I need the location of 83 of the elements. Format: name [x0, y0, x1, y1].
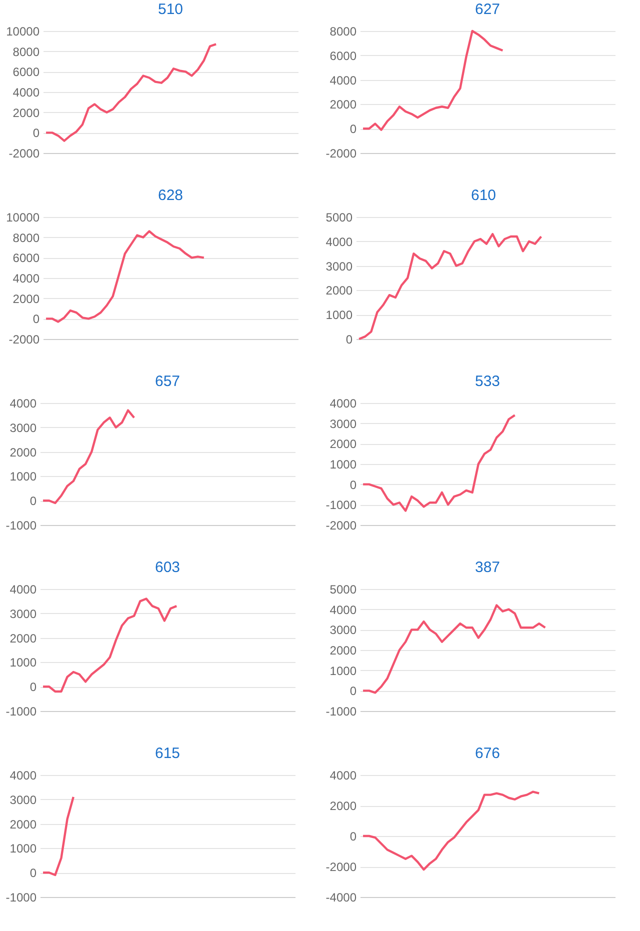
y-tick-label: 0 [32, 126, 40, 140]
chart-title: 657 [154, 373, 180, 390]
line-series [362, 790, 540, 871]
y-tick-label: 0 [30, 866, 37, 880]
y-tick-label: -2000 [8, 146, 40, 160]
y-tick-label: 1000 [10, 656, 37, 670]
y-tick-label: 2000 [330, 437, 357, 452]
line-series [44, 43, 218, 142]
y-tick-label: 3000 [326, 259, 353, 274]
y-tick-label: 10000 [6, 210, 40, 224]
y-tick-label: 4000 [330, 396, 357, 410]
y-tick-label: 2000 [326, 284, 353, 298]
y-tick-label: 6000 [330, 48, 357, 63]
y-tick-label: 1000 [326, 308, 353, 322]
chart-title: 603 [154, 559, 180, 576]
y-tick-label: 2000 [12, 106, 40, 120]
y-tick-label: 3000 [10, 606, 37, 621]
y-tick-label: 2000 [330, 799, 357, 813]
chart-title: 615 [154, 745, 180, 762]
line-series [42, 796, 74, 876]
y-tick-label: 0 [350, 478, 357, 492]
y-tick-label: 10000 [6, 24, 40, 38]
y-tick-label: -2000 [326, 518, 357, 532]
line-series [358, 232, 542, 340]
y-tick-label: 1000 [330, 458, 357, 472]
chart-title: 510 [158, 1, 184, 18]
y-tick-label: 0 [30, 494, 37, 508]
y-tick-label: 4000 [10, 582, 37, 596]
y-tick-label: -1000 [326, 498, 357, 512]
y-tick-label: -2000 [8, 332, 40, 346]
chart-title: 610 [470, 187, 496, 204]
chart-title: 628 [158, 187, 184, 204]
y-tick-label: 0 [30, 680, 37, 694]
line-series [44, 230, 205, 323]
y-tick-label: -1000 [6, 890, 37, 904]
y-tick-label: 8000 [330, 24, 357, 38]
y-tick-label: 2000 [330, 644, 357, 658]
y-tick-label: 4000 [10, 396, 37, 410]
y-tick-label: 4000 [326, 234, 353, 249]
y-tick-label: 1000 [330, 664, 357, 678]
y-tick-label: 3000 [10, 420, 37, 435]
y-tick-label: 1000 [10, 842, 37, 856]
y-tick-label: 1000 [10, 470, 37, 484]
chart-title: 533 [474, 373, 500, 390]
y-tick-label: 0 [350, 830, 357, 844]
y-tick-label: 6000 [12, 251, 40, 266]
y-tick-label: 2000 [12, 292, 40, 306]
y-tick-label: 2000 [330, 98, 357, 112]
y-tick-label: 2000 [10, 817, 37, 832]
y-tick-label: 4000 [330, 602, 357, 617]
y-tick-label: 6000 [12, 65, 40, 80]
line-series [42, 409, 136, 504]
y-tick-label: 0 [350, 684, 357, 698]
y-tick-label: -2000 [326, 146, 357, 160]
y-tick-label: 3000 [330, 623, 357, 638]
y-tick-label: 3000 [330, 416, 357, 431]
y-tick-label: -2000 [326, 860, 357, 874]
y-tick-label: 0 [346, 332, 353, 346]
chart-title: 627 [474, 1, 500, 18]
y-tick-label: 8000 [12, 44, 40, 59]
y-tick-label: 0 [32, 312, 40, 326]
line-series [362, 30, 504, 131]
y-tick-label: 4000 [12, 86, 40, 100]
y-tick-label: 5000 [330, 582, 357, 596]
line-series [362, 414, 516, 512]
y-tick-label: 4000 [330, 73, 357, 88]
y-tick-label: 4000 [12, 272, 40, 286]
line-series [362, 604, 546, 694]
y-tick-label: 2000 [10, 631, 37, 646]
y-tick-label: 4000 [10, 768, 37, 782]
y-tick-label: 8000 [12, 230, 40, 245]
y-tick-label: 0 [350, 122, 357, 136]
y-tick-label: 2000 [10, 445, 37, 460]
y-tick-label: -1000 [6, 704, 37, 718]
y-tick-label: 5000 [326, 210, 353, 224]
y-tick-label: 3000 [10, 792, 37, 807]
chart-title: 676 [474, 745, 500, 762]
chart-title: 387 [474, 559, 500, 576]
y-tick-label: -1000 [326, 704, 357, 718]
y-tick-label: -1000 [6, 518, 37, 532]
y-tick-label: 4000 [330, 768, 357, 782]
y-tick-label: -4000 [326, 890, 357, 904]
line-series [42, 598, 178, 693]
